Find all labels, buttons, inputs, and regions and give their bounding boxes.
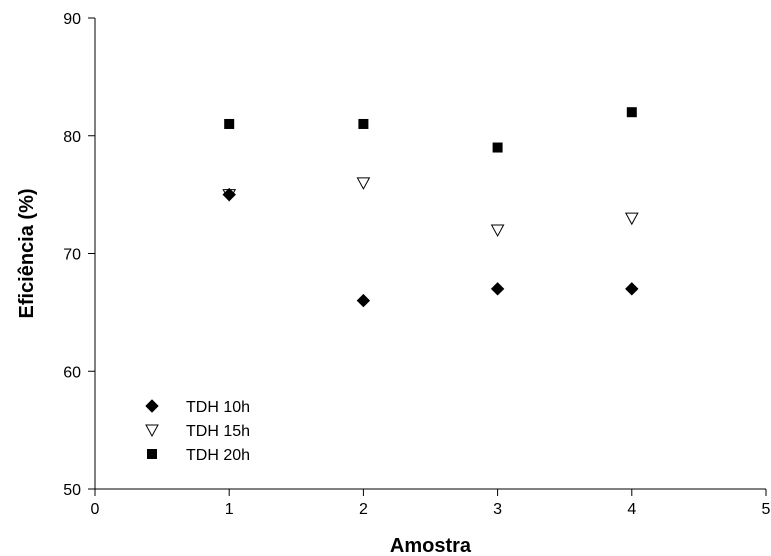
point-tdh-20h — [492, 142, 503, 153]
point-tdh-20h — [626, 107, 637, 118]
axes — [94, 18, 766, 490]
point-tdh-10h — [222, 187, 236, 202]
y-tick-label: 60 — [63, 364, 81, 381]
tick-marks — [88, 17, 767, 496]
point-tdh-20h — [224, 118, 235, 129]
point-tdh-10h — [356, 293, 371, 308]
y-axis-title: Eficiência (%) — [16, 188, 38, 318]
legend-marker-tdh-15h — [145, 424, 159, 438]
point-tdh-15h — [624, 212, 639, 226]
point-tdh-20h — [358, 118, 369, 129]
x-tick-label: 0 — [91, 501, 100, 518]
legend: TDH 10h TDH 15h TDH 20h — [145, 399, 250, 464]
data-points — [222, 107, 639, 308]
legend-marker-tdh-10h — [145, 399, 159, 413]
legend-label-tdh-20h: TDH 20h — [186, 447, 250, 464]
y-tick-label: 70 — [63, 247, 81, 264]
legend-label-tdh-10h: TDH 10h — [186, 399, 250, 416]
x-tick-label: 1 — [225, 501, 234, 518]
x-tick-label: 3 — [493, 501, 502, 518]
x-tick-label: 5 — [762, 501, 771, 518]
x-tick-label: 4 — [627, 501, 636, 518]
y-tick-label: 50 — [63, 482, 81, 499]
legend-marker-tdh-20h — [147, 449, 157, 459]
x-tick-label: 2 — [359, 501, 368, 518]
y-tick-label: 80 — [63, 129, 81, 146]
x-axis-title: Amostra — [390, 535, 472, 556]
point-tdh-10h — [490, 282, 505, 296]
point-tdh-15h — [490, 224, 505, 237]
point-tdh-10h — [625, 282, 639, 296]
tick-labels: 0 1 2 3 4 5 50 60 70 80 90 — [63, 11, 770, 518]
point-tdh-15h — [356, 177, 371, 190]
point-tdh-15h — [222, 189, 237, 202]
y-tick-label: 90 — [63, 11, 81, 28]
legend-label-tdh-15h: TDH 15h — [186, 423, 250, 440]
